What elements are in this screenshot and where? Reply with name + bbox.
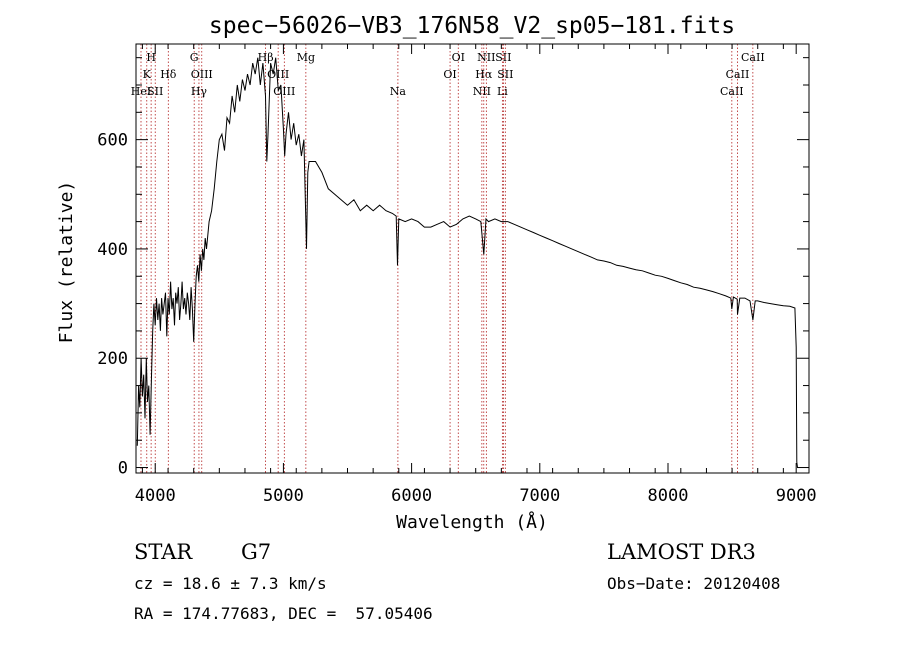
line-markers: HeIKHSIIHδGHγOIIIHβOIIIOIIIMgNaOIOINIIHα…: [131, 44, 765, 473]
object-class: STAR: [134, 540, 193, 564]
marker-label: OI: [452, 51, 465, 64]
spectrum-line: [136, 57, 798, 468]
subclass: G7: [241, 540, 272, 564]
y-tick-label: 600: [97, 131, 128, 151]
x-tick-label: 4000: [135, 486, 176, 506]
marker-label: Mg: [297, 51, 315, 64]
y-tick-label: 400: [97, 240, 128, 260]
x-tick-label: 5000: [263, 486, 304, 506]
marker-label: Hγ: [191, 85, 208, 98]
marker-label: SII: [147, 85, 163, 98]
ticks: 4000 5000 6000 7000 8000 9000 0 200 400 600: [97, 44, 817, 506]
obs-date: Obs−Date: 20120408: [607, 574, 781, 593]
marker-label: Hα: [475, 68, 493, 81]
marker-label: SII: [497, 68, 513, 81]
marker-label: CaII: [726, 68, 750, 81]
marker-label: NII: [473, 85, 491, 98]
marker-label: Hδ: [160, 68, 177, 81]
y-axis-label: Flux (relative): [56, 181, 77, 344]
marker-label: K: [143, 68, 152, 81]
x-axis-label: Wavelength (Å): [396, 511, 548, 533]
marker-label: H: [146, 51, 156, 64]
coordinates: RA = 174.77683, DEC = 57.05406: [134, 604, 433, 623]
marker-label: Na: [390, 85, 407, 98]
marker-label: OIII: [191, 68, 213, 81]
plot-frame: [135, 43, 810, 474]
x-tick-label: 8000: [648, 486, 689, 506]
x-tick-label: 6000: [391, 486, 432, 506]
marker-label: NII: [477, 51, 495, 64]
marker-label: SII: [495, 51, 511, 64]
axes: [135, 43, 810, 474]
x-tick-label: 7000: [519, 486, 560, 506]
marker-label: CaII: [720, 85, 744, 98]
marker-label: Hβ: [258, 51, 274, 64]
y-tick-label: 200: [97, 349, 128, 369]
marker-label: OIII: [273, 85, 295, 98]
spectrum-series: [136, 57, 798, 468]
marker-label: Li: [497, 85, 508, 98]
y-tick-label: 0: [118, 459, 128, 479]
redshift-value: cz = 18.6 ± 7.3 km/s: [134, 574, 327, 593]
marker-label: CaII: [741, 51, 765, 64]
x-tick-label: 9000: [776, 486, 817, 506]
survey-name: LAMOST DR3: [607, 540, 756, 564]
chart-title: spec−56026−VB3_176N58_V2_sp05−181.fits: [209, 13, 735, 39]
marker-label: OI: [443, 68, 456, 81]
marker-label: G: [190, 51, 199, 64]
